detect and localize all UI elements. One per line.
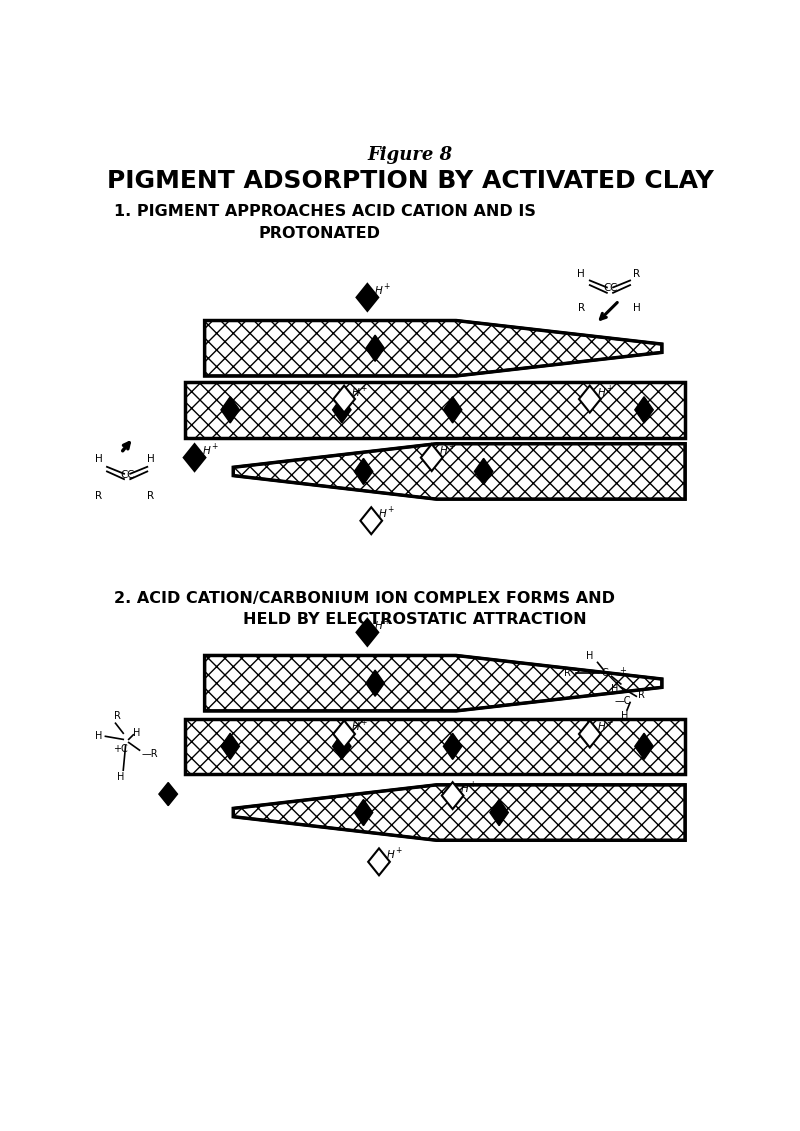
- Text: H: H: [439, 446, 447, 456]
- Text: R: R: [563, 668, 570, 679]
- Polygon shape: [421, 444, 442, 470]
- Polygon shape: [221, 733, 239, 759]
- Text: +: +: [384, 282, 390, 291]
- Text: H: H: [352, 723, 360, 733]
- Polygon shape: [579, 386, 601, 413]
- Polygon shape: [635, 397, 654, 423]
- Text: R: R: [146, 491, 154, 501]
- Text: +: +: [395, 846, 402, 855]
- Polygon shape: [333, 397, 351, 423]
- Text: H: H: [598, 723, 606, 733]
- Polygon shape: [360, 507, 382, 534]
- Polygon shape: [474, 458, 493, 484]
- Polygon shape: [442, 783, 463, 809]
- Text: H: H: [352, 388, 360, 397]
- Text: —R: —R: [141, 749, 158, 759]
- Text: PIGMENT ADSORPTION BY ACTIVATED CLAY: PIGMENT ADSORPTION BY ACTIVATED CLAY: [106, 169, 714, 192]
- Polygon shape: [334, 720, 355, 748]
- Polygon shape: [354, 458, 373, 484]
- Polygon shape: [366, 335, 384, 361]
- Text: H: H: [146, 455, 154, 464]
- Text: H: H: [94, 455, 102, 464]
- Text: H: H: [379, 509, 386, 519]
- Text: H: H: [621, 711, 628, 722]
- Text: H: H: [386, 851, 394, 861]
- Text: H: H: [586, 651, 594, 662]
- Text: R: R: [95, 491, 102, 501]
- Text: Figure 8: Figure 8: [367, 146, 453, 164]
- Text: +: +: [606, 383, 613, 392]
- Text: R: R: [634, 269, 640, 279]
- Text: R: R: [638, 690, 645, 700]
- Polygon shape: [443, 733, 462, 759]
- Polygon shape: [579, 720, 601, 748]
- Text: H: H: [95, 732, 102, 741]
- Polygon shape: [186, 718, 685, 774]
- Text: +: +: [469, 780, 475, 789]
- Text: PROTONATED: PROTONATED: [259, 226, 381, 241]
- Text: H: H: [578, 269, 585, 279]
- Text: C: C: [126, 469, 134, 480]
- Polygon shape: [205, 656, 662, 711]
- Polygon shape: [354, 800, 373, 826]
- Text: C: C: [602, 668, 609, 679]
- Text: H: H: [375, 286, 383, 296]
- Text: R: R: [578, 303, 585, 313]
- Polygon shape: [205, 320, 662, 375]
- Polygon shape: [357, 619, 378, 646]
- Text: +C: +C: [113, 744, 128, 753]
- Text: H: H: [634, 303, 641, 313]
- Text: H: H: [598, 388, 606, 397]
- Text: C: C: [610, 283, 617, 293]
- Text: H: H: [375, 621, 383, 631]
- Text: +: +: [360, 383, 366, 392]
- Text: +: +: [211, 442, 218, 451]
- Polygon shape: [234, 443, 685, 499]
- Text: H: H: [202, 446, 210, 456]
- Polygon shape: [490, 800, 508, 826]
- Polygon shape: [635, 733, 654, 759]
- Text: H: H: [118, 772, 125, 783]
- Polygon shape: [221, 397, 239, 423]
- Text: +: +: [606, 718, 613, 727]
- Text: —C: —C: [614, 696, 631, 706]
- Text: H: H: [611, 683, 619, 693]
- Text: C: C: [603, 283, 610, 293]
- Polygon shape: [443, 397, 462, 423]
- Polygon shape: [357, 284, 378, 311]
- Polygon shape: [366, 670, 384, 697]
- Polygon shape: [186, 382, 685, 438]
- Text: +: +: [384, 616, 390, 625]
- Polygon shape: [234, 785, 685, 840]
- Text: HELD BY ELECTROSTATIC ATTRACTION: HELD BY ELECTROSTATIC ATTRACTION: [243, 612, 587, 628]
- Text: H: H: [134, 728, 141, 739]
- Text: H: H: [460, 784, 468, 794]
- Polygon shape: [368, 848, 390, 875]
- Text: R: R: [114, 710, 121, 720]
- Polygon shape: [333, 733, 351, 759]
- Polygon shape: [334, 386, 355, 413]
- Text: 2. ACID CATION/CARBONIUM ION COMPLEX FORMS AND: 2. ACID CATION/CARBONIUM ION COMPLEX FOR…: [114, 590, 615, 606]
- Text: 1. PIGMENT APPROACHES ACID CATION AND IS: 1. PIGMENT APPROACHES ACID CATION AND IS: [114, 205, 536, 219]
- Text: C: C: [120, 469, 128, 480]
- Polygon shape: [159, 783, 178, 805]
- Text: +: +: [387, 506, 394, 515]
- Polygon shape: [184, 444, 206, 470]
- Text: +: +: [619, 666, 626, 674]
- Text: +: +: [448, 442, 454, 451]
- Text: +: +: [360, 718, 366, 727]
